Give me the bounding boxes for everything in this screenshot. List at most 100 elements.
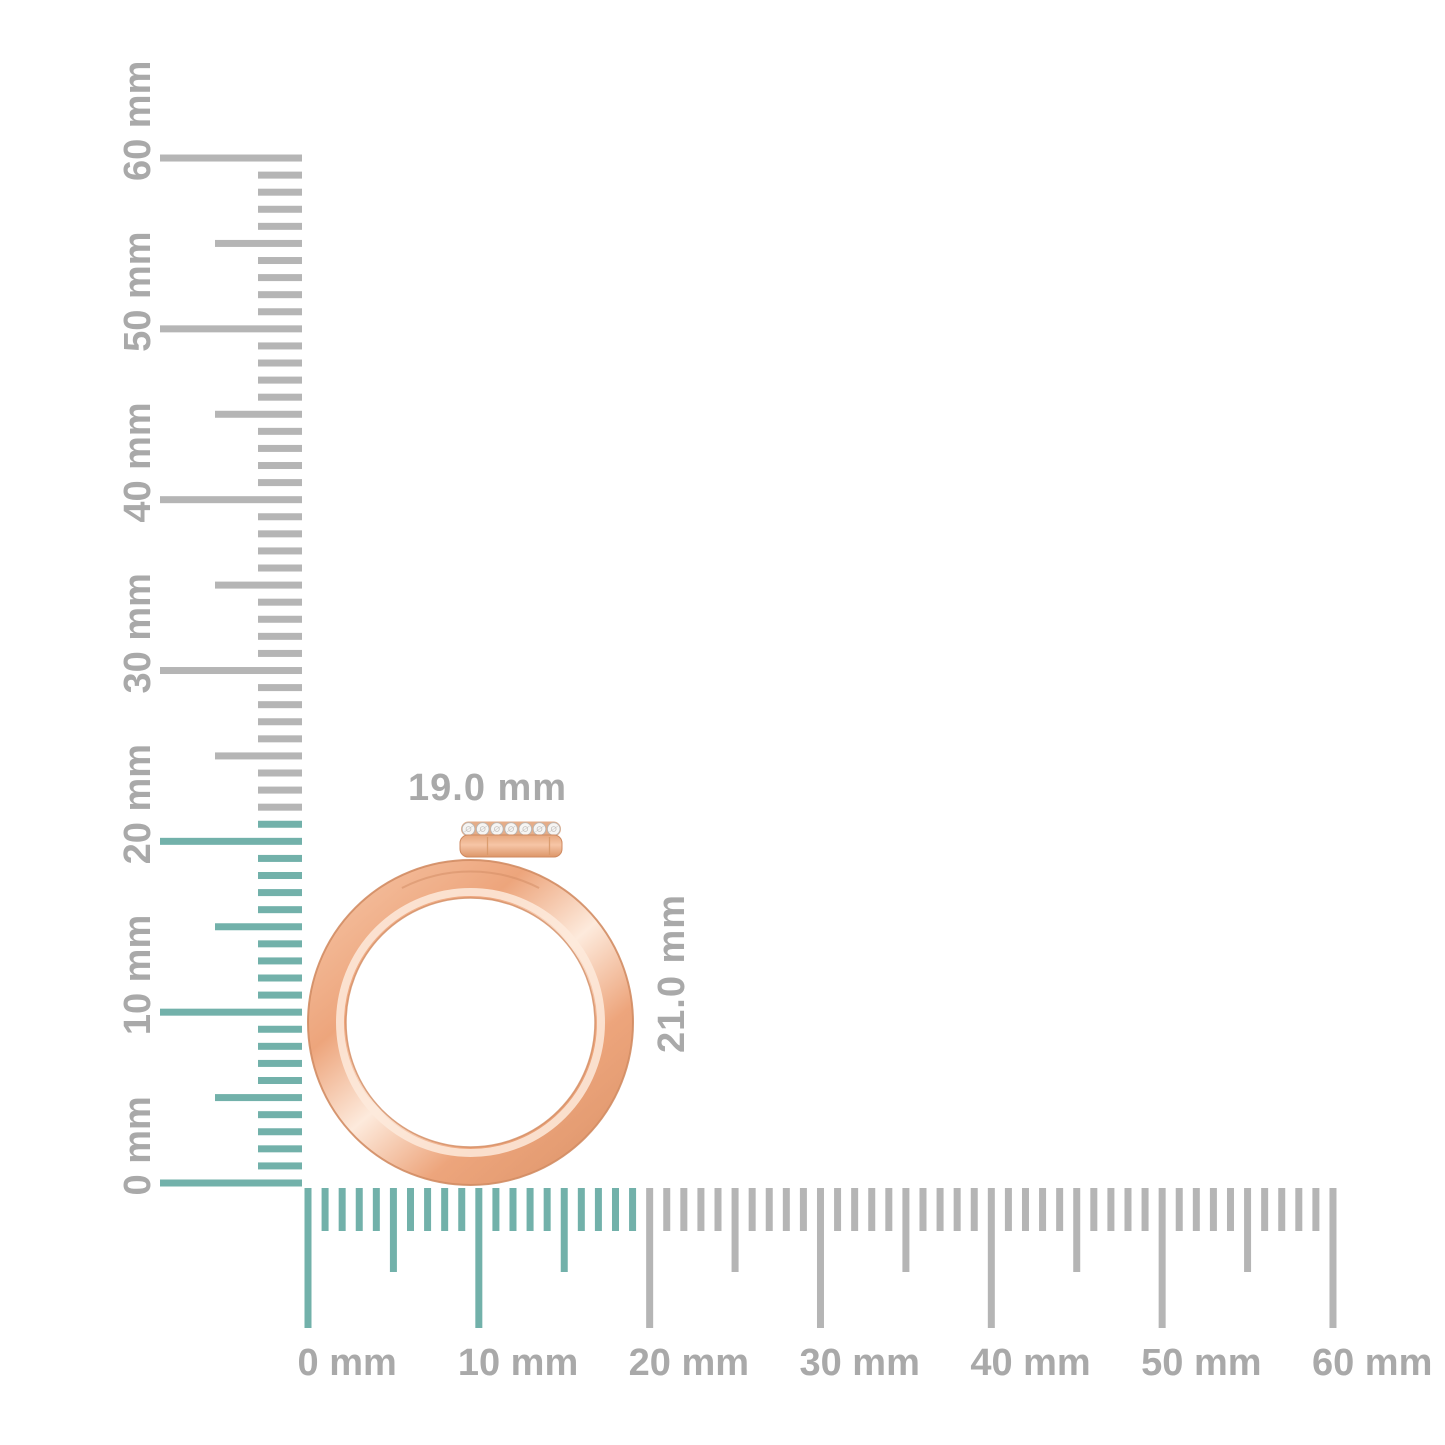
horizontal-ruler-tick — [851, 1188, 859, 1231]
horizontal-ruler-tick — [1004, 1188, 1012, 1231]
vertical-ruler-tick — [258, 462, 302, 470]
horizontal-ruler-tick — [560, 1188, 568, 1272]
horizontal-ruler-tick — [782, 1188, 790, 1231]
horizontal-ruler — [304, 1188, 1337, 1328]
horizontal-ruler-tick — [611, 1188, 619, 1231]
horizontal-ruler-tick — [816, 1188, 824, 1328]
rose-gold-ring — [307, 821, 634, 1186]
vertical-ruler-label: 20 mm — [117, 744, 159, 864]
vertical-ruler-tick — [258, 222, 302, 230]
horizontal-ruler-tick — [1158, 1188, 1166, 1328]
diamond-disc-charm — [459, 821, 563, 858]
vertical-ruler-tick — [258, 1162, 302, 1170]
ring-width-label: 19.0 mm — [408, 767, 567, 809]
vertical-ruler-tick — [215, 752, 302, 760]
vertical-ruler-tick — [215, 1094, 302, 1102]
vertical-ruler-tick — [258, 427, 302, 435]
horizontal-ruler-tick — [646, 1188, 654, 1328]
ring-band-top-reflection — [318, 870, 623, 1175]
diamond-facet-line — [520, 825, 530, 833]
vertical-ruler-tick — [258, 872, 302, 880]
horizontal-ruler-label: 60 mm — [1312, 1342, 1432, 1384]
vertical-ruler-tick — [258, 530, 302, 538]
vertical-ruler-label: 40 mm — [117, 402, 159, 522]
vertical-ruler-tick — [258, 342, 302, 350]
horizontal-ruler-tick — [834, 1188, 842, 1231]
vertical-ruler-tick — [258, 291, 302, 299]
vertical-ruler-tick — [258, 632, 302, 640]
horizontal-ruler-tick — [987, 1188, 995, 1328]
horizontal-ruler-tick — [1192, 1188, 1200, 1231]
ring-band — [308, 860, 633, 1185]
vertical-ruler-tick — [258, 598, 302, 606]
vertical-ruler-tick — [258, 171, 302, 179]
diamond-facet — [522, 826, 529, 832]
vertical-ruler-tick — [258, 274, 302, 282]
diamond-facet — [536, 826, 543, 832]
vertical-ruler-tick — [215, 410, 302, 418]
horizontal-ruler-tick — [389, 1188, 397, 1272]
horizontal-ruler-label: 0 mm — [298, 1342, 397, 1384]
horizontal-ruler-tick — [799, 1188, 807, 1231]
horizontal-ruler-label: 40 mm — [970, 1342, 1090, 1384]
horizontal-ruler-label: 50 mm — [1141, 1342, 1261, 1384]
vertical-ruler — [160, 154, 302, 1187]
horizontal-ruler-tick — [338, 1188, 346, 1231]
horizontal-ruler-tick — [1244, 1188, 1252, 1272]
vertical-ruler-label: 30 mm — [117, 573, 159, 693]
horizontal-ruler-tick — [902, 1188, 910, 1272]
horizontal-ruler-tick — [1107, 1188, 1115, 1231]
horizontal-ruler-tick — [1261, 1188, 1269, 1231]
horizontal-ruler-tick — [1073, 1188, 1081, 1272]
horizontal-ruler-tick — [680, 1188, 688, 1231]
horizontal-ruler-tick — [1312, 1188, 1320, 1231]
vertical-ruler-tick — [258, 735, 302, 743]
horizontal-ruler-tick — [697, 1188, 705, 1231]
vertical-ruler-tick — [258, 718, 302, 726]
vertical-ruler-tick — [215, 239, 302, 247]
horizontal-ruler-label: 10 mm — [458, 1342, 578, 1384]
horizontal-ruler-tick — [1039, 1188, 1047, 1231]
diamond-facet-line — [464, 825, 473, 833]
vertical-ruler-tick — [258, 854, 302, 862]
vertical-ruler-tick — [215, 581, 302, 589]
vertical-ruler-tick — [160, 496, 302, 504]
diamond-facet — [479, 826, 486, 832]
vertical-ruler-tick — [160, 837, 302, 845]
horizontal-ruler-tick — [441, 1188, 449, 1231]
vertical-ruler-tick — [258, 991, 302, 999]
diamond-facet-line — [478, 825, 488, 833]
ring-height-label: 21.0 mm — [651, 894, 693, 1053]
vertical-ruler-tick — [258, 513, 302, 521]
horizontal-ruler-tick — [885, 1188, 893, 1231]
vertical-ruler-tick — [258, 1042, 302, 1050]
horizontal-ruler-tick — [492, 1188, 500, 1231]
horizontal-ruler-label: 30 mm — [799, 1342, 919, 1384]
vertical-ruler-tick — [258, 1059, 302, 1067]
horizontal-ruler-tick — [1295, 1188, 1303, 1231]
horizontal-ruler-tick — [1141, 1188, 1149, 1231]
diamond-facet-line — [535, 825, 544, 833]
vertical-ruler-tick — [160, 1179, 302, 1187]
horizontal-ruler-tick — [1090, 1188, 1098, 1231]
diamond-facet — [508, 826, 514, 832]
vertical-ruler-tick — [258, 1111, 302, 1119]
ring-band-inner-highlight — [336, 888, 605, 1157]
vertical-ruler-tick — [258, 889, 302, 897]
vertical-ruler-tick — [258, 649, 302, 657]
horizontal-ruler-tick — [953, 1188, 961, 1231]
horizontal-ruler-tick — [321, 1188, 329, 1231]
horizontal-ruler-tick — [509, 1188, 517, 1231]
vertical-ruler-tick — [258, 1128, 302, 1136]
vertical-ruler-tick — [258, 1025, 302, 1033]
vertical-ruler-tick — [258, 564, 302, 572]
horizontal-ruler-tick — [1329, 1188, 1337, 1328]
horizontal-ruler-tick — [594, 1188, 602, 1231]
diamond-facet — [550, 826, 557, 832]
vertical-ruler-tick — [258, 974, 302, 982]
disc-plate — [459, 834, 563, 858]
vertical-ruler-tick — [258, 308, 302, 316]
vertical-ruler-label: 10 mm — [117, 915, 159, 1035]
horizontal-ruler-tick — [304, 1188, 312, 1328]
